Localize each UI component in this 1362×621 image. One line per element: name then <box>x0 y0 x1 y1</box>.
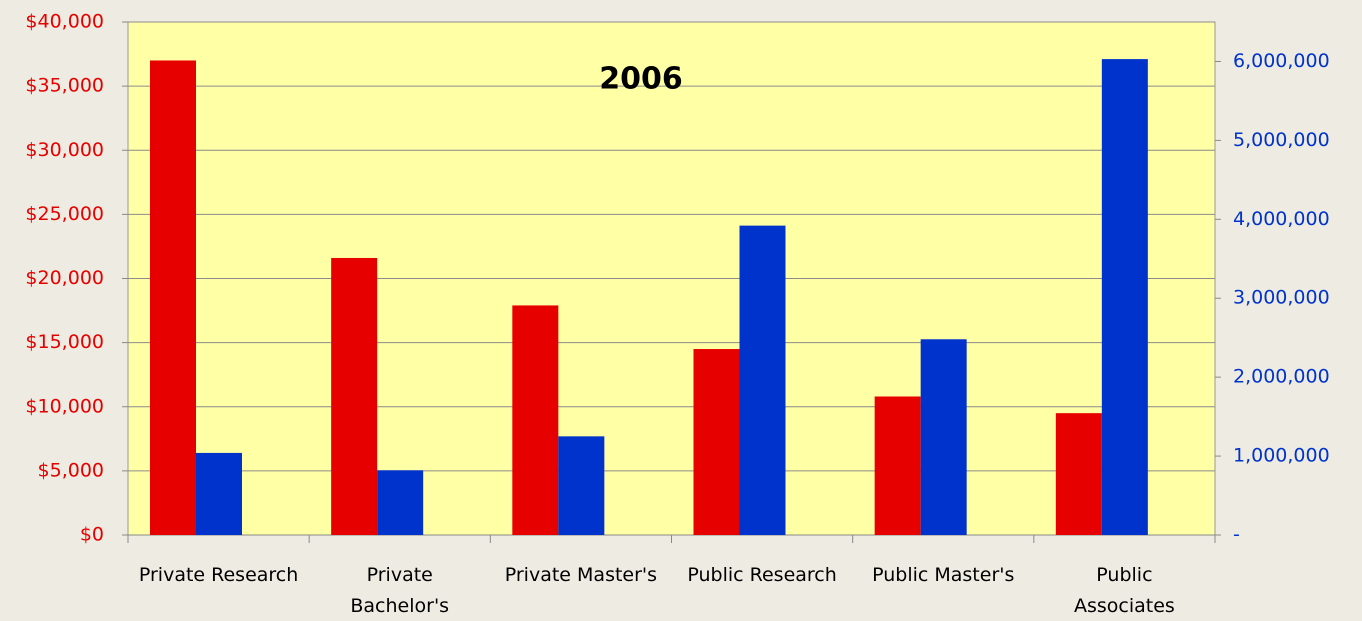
bar <box>558 436 605 535</box>
x-tick-label: Public Associates <box>1073 564 1175 617</box>
y2-tick-label: 4,000,000 <box>1233 208 1330 230</box>
bar <box>150 60 196 535</box>
bar <box>377 470 424 535</box>
chart-title: 2006 <box>599 62 683 97</box>
bar <box>196 452 242 535</box>
y2-tick-label: 2,000,000 <box>1233 366 1330 388</box>
y-tick-label: $10,000 <box>25 395 104 417</box>
y-tick-label: $30,000 <box>25 139 104 161</box>
y-tick-label: $15,000 <box>25 331 104 353</box>
x-tick-label: Public Master's <box>872 564 1015 586</box>
y-tick-label: $35,000 <box>25 75 104 97</box>
y-tick-label: $5,000 <box>38 459 104 481</box>
x-tick-label: Private Research <box>138 564 299 586</box>
y-tick-label: $40,000 <box>25 11 104 33</box>
bar <box>1055 413 1102 535</box>
y-tick-label: $20,000 <box>25 267 104 289</box>
bar <box>693 349 740 535</box>
y2-tick-label: 1,000,000 <box>1233 445 1330 467</box>
x-tick-label: Private Master's <box>504 564 658 586</box>
bar <box>512 305 559 535</box>
bar <box>874 396 921 535</box>
y-tick-label: $0 <box>80 524 104 546</box>
y-tick-label: $25,000 <box>25 203 104 225</box>
bar <box>920 339 967 535</box>
y2-tick-label: 5,000,000 <box>1233 129 1330 151</box>
x-tick-label: Private Bachelor's <box>350 564 450 617</box>
y2-tick-label: - <box>1233 524 1240 546</box>
y2-tick-label: 3,000,000 <box>1233 287 1330 309</box>
y2-tick-label: 6,000,000 <box>1233 50 1330 72</box>
bar <box>331 257 378 535</box>
bar <box>1101 59 1148 536</box>
x-tick-label: Public Research <box>687 564 837 586</box>
bar <box>739 225 786 536</box>
